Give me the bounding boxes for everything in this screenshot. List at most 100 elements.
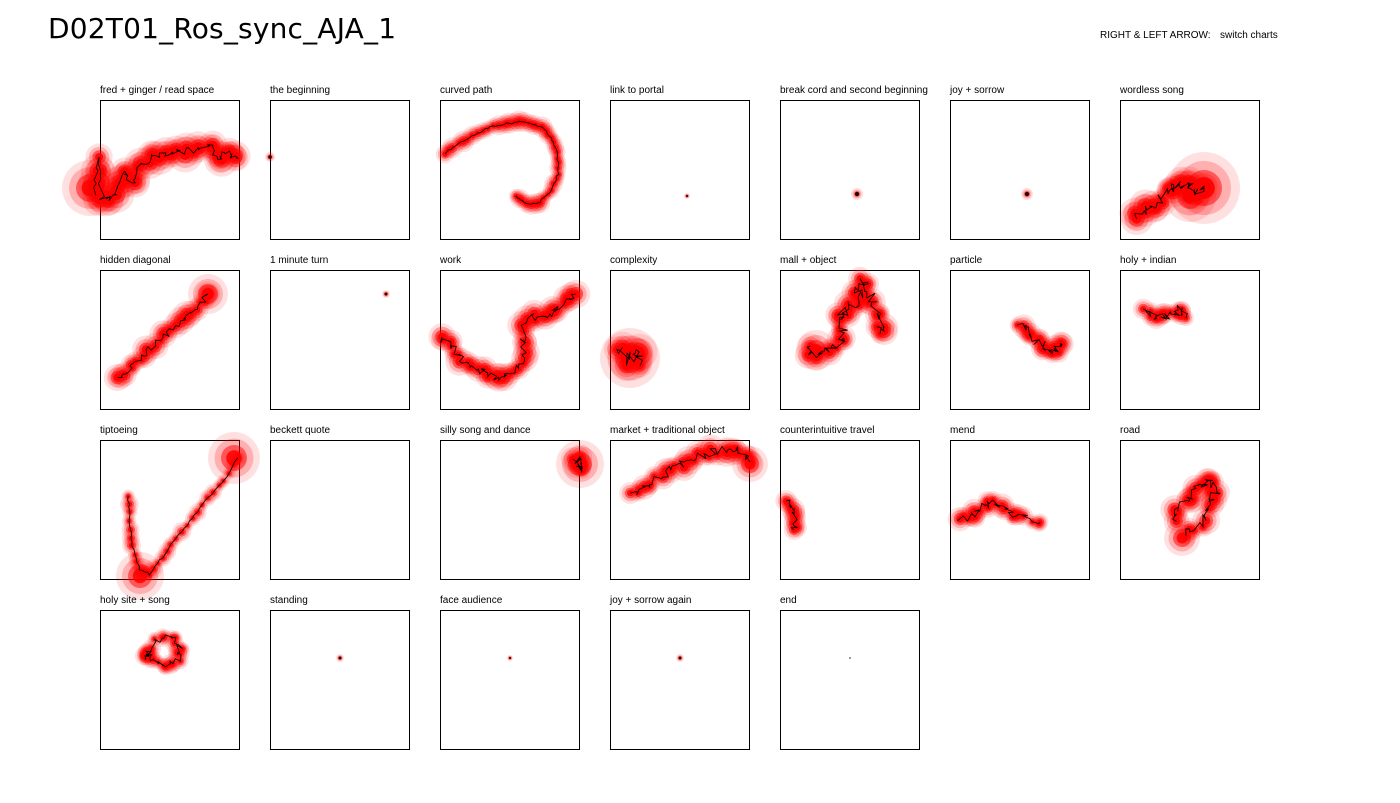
plot-frame bbox=[780, 100, 920, 240]
plot-frame bbox=[440, 610, 580, 750]
movement-trace bbox=[572, 456, 583, 473]
plot-frame bbox=[610, 270, 750, 410]
chart-panel: standing bbox=[270, 595, 470, 785]
heatmap-plot bbox=[270, 610, 410, 750]
chart-panel-label: curved path bbox=[440, 85, 493, 96]
chart-panel-label: silly song and dance bbox=[440, 425, 531, 436]
chart-panel-label: link to portal bbox=[610, 85, 664, 96]
chart-panel: tiptoeing bbox=[100, 425, 300, 615]
plot-frame bbox=[610, 100, 750, 240]
movement-trace bbox=[1017, 322, 1063, 355]
chart-panel: the beginning bbox=[265, 85, 470, 275]
chart-panel: silly song and dance bbox=[440, 425, 640, 615]
heatmap-plot bbox=[1120, 270, 1260, 410]
chart-panel-label: fred + ginger / read space bbox=[100, 85, 215, 96]
plot-frame bbox=[610, 610, 750, 750]
movement-trace bbox=[1142, 305, 1188, 320]
chart-panel-label: joy + sorrow bbox=[950, 85, 1005, 96]
position-dot bbox=[849, 657, 851, 659]
heatmap-plot bbox=[947, 440, 1090, 580]
heatmap-plot bbox=[100, 610, 240, 750]
plot-frame bbox=[950, 100, 1090, 240]
chart-panel: counterintuitive travel bbox=[775, 425, 980, 615]
chart-panel: work bbox=[428, 255, 640, 445]
heatmap-plot bbox=[610, 610, 750, 750]
heatmap-plot bbox=[270, 270, 410, 410]
chart-panel-label: market + traditional object bbox=[610, 425, 725, 436]
chart-panel-label: joy + sorrow again bbox=[610, 595, 692, 606]
chart-panel: wordless song bbox=[1119, 85, 1320, 275]
movement-trace bbox=[1172, 478, 1221, 537]
heatmap-plot bbox=[950, 100, 1090, 240]
chart-panel: holy site + song bbox=[100, 595, 300, 785]
chart-panel: mall + object bbox=[780, 255, 980, 445]
chart-panel-label: mall + object bbox=[780, 255, 837, 266]
movement-trace bbox=[93, 144, 240, 201]
position-dot bbox=[685, 194, 689, 198]
chart-panel-label: break cord and second beginning bbox=[780, 85, 928, 96]
chart-panel: joy + sorrow again bbox=[610, 595, 810, 785]
chart-panel: complexity bbox=[600, 255, 810, 445]
chart-panel-label: road bbox=[1120, 425, 1141, 436]
plot-frame bbox=[270, 100, 410, 240]
chart-panel-label: face audience bbox=[440, 595, 503, 606]
plot-frame bbox=[270, 610, 410, 750]
chart-panel-label: wordless song bbox=[1120, 85, 1184, 96]
chart-panel: particle bbox=[950, 255, 1150, 445]
heatmap-plot bbox=[950, 270, 1090, 410]
chart-panel-label: holy + indian bbox=[1120, 255, 1177, 266]
chart-panel: face audience bbox=[440, 595, 640, 785]
chart-panel: market + traditional object bbox=[610, 425, 810, 615]
chart-panel-label: tiptoeing bbox=[100, 425, 138, 436]
heatmap-plot bbox=[100, 432, 260, 600]
chart-panel-label: particle bbox=[950, 255, 983, 266]
chart-panel-label: hidden diagonal bbox=[100, 255, 171, 266]
movement-trace bbox=[957, 499, 1041, 525]
movement-trace bbox=[1134, 181, 1205, 219]
chart-panel: fred + ginger / read space bbox=[62, 85, 300, 275]
chart-panel-label: work bbox=[440, 255, 462, 266]
heatmap-plot bbox=[440, 440, 604, 580]
heatmap-plot bbox=[780, 610, 920, 750]
position-dot bbox=[268, 155, 272, 159]
movement-trace bbox=[806, 278, 885, 359]
plot-frame bbox=[440, 440, 580, 580]
chart-panel-label: end bbox=[780, 595, 797, 606]
page-title: D02T01_Ros_sync_AJA_1 bbox=[48, 12, 397, 45]
chart-panel: mend bbox=[947, 425, 1150, 615]
chart-panel: link to portal bbox=[610, 85, 810, 275]
heat-trail bbox=[684, 193, 690, 199]
position-dot bbox=[338, 656, 342, 660]
movement-trace bbox=[444, 120, 560, 205]
plot-frame bbox=[1120, 270, 1260, 410]
chart-panel: road bbox=[1120, 425, 1320, 615]
heatmap-plot bbox=[600, 270, 750, 410]
chart-panel: hidden diagonal bbox=[100, 255, 300, 445]
heatmap-plot bbox=[780, 100, 920, 240]
heatmap-plot bbox=[270, 440, 410, 580]
heatmap-plot bbox=[775, 440, 920, 580]
heatmap-plot bbox=[435, 100, 580, 240]
chart-panel: holy + indian bbox=[1120, 255, 1320, 445]
heat-trail bbox=[1160, 468, 1230, 556]
chart-panel-label: 1 minute turn bbox=[270, 255, 329, 266]
position-dot bbox=[854, 191, 860, 197]
movement-trace bbox=[785, 499, 798, 531]
plot-frame bbox=[100, 610, 240, 750]
position-dot bbox=[1024, 191, 1030, 197]
heatmap-plot bbox=[428, 270, 591, 410]
chart-panel-label: counterintuitive travel bbox=[780, 425, 875, 436]
keyboard-hint-keys: RIGHT & LEFT ARROW: bbox=[1100, 30, 1211, 41]
chart-panel: joy + sorrow bbox=[950, 85, 1150, 275]
heatmap-plot bbox=[265, 100, 410, 240]
chart-panel: break cord and second beginning bbox=[780, 85, 980, 275]
movement-trace bbox=[127, 457, 239, 576]
plot-frame bbox=[1120, 440, 1260, 580]
heatmap-plot bbox=[610, 434, 768, 580]
chart-panel: 1 minute turn bbox=[270, 255, 470, 445]
heatmap-plot bbox=[62, 100, 251, 240]
heatmap-plot bbox=[440, 610, 580, 750]
position-dot bbox=[508, 656, 512, 660]
plot-frame bbox=[780, 610, 920, 750]
position-dot bbox=[384, 292, 388, 296]
